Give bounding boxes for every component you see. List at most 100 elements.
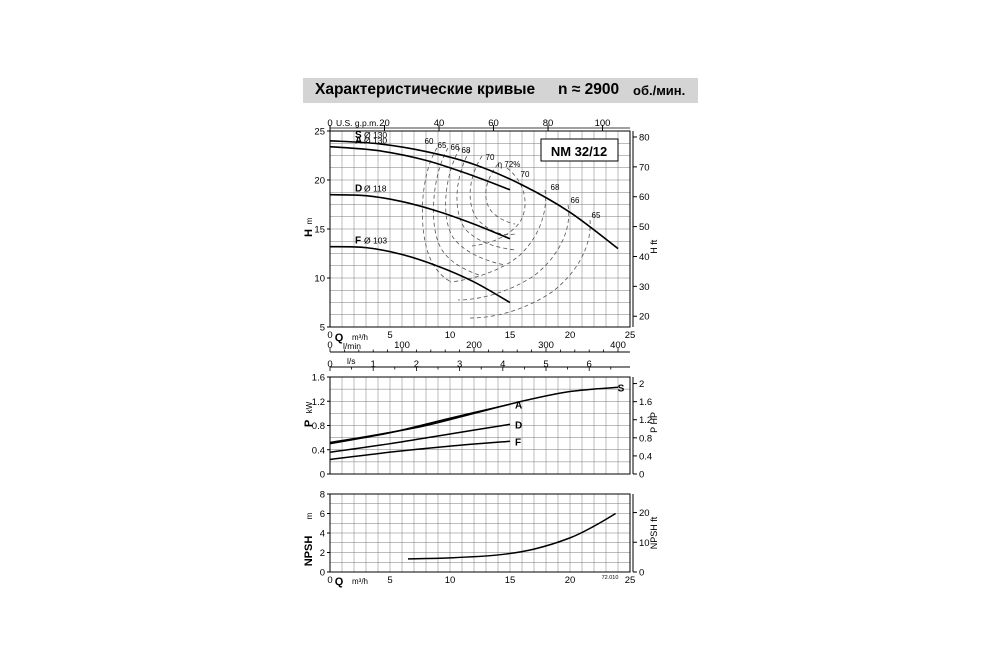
y-right-tick-label: 70: [639, 162, 650, 173]
x-tick-label: 25: [625, 575, 636, 586]
head-curve-diameter: Ø 130: [364, 130, 387, 140]
y-right-tick-label: 60: [639, 192, 650, 203]
y-axis-unit: m: [305, 512, 314, 519]
efficiency-curve: [457, 204, 570, 301]
efficiency-curve: [469, 219, 591, 319]
y-tick-label: 20: [314, 176, 325, 187]
efficiency-curve: [445, 147, 506, 266]
head-curve-label-d: D: [355, 184, 362, 195]
y-right-tick-label: 20: [639, 312, 650, 323]
npsh-curve: [407, 512, 616, 560]
ls-tick-label: 4: [500, 359, 505, 370]
y-tick-label: 5: [320, 323, 325, 334]
y-tick-label: 2: [320, 548, 325, 559]
x-tick-label: 10: [445, 575, 456, 586]
top-axis-label: U.S. g.p.m.: [336, 118, 379, 128]
y-tick-label: 0.4: [312, 445, 325, 456]
power-curve-f: [329, 440, 511, 461]
head-curve-diameter: Ø 130: [364, 136, 387, 146]
power-curve-label-f: F: [515, 437, 521, 448]
y-right-tick-label: 40: [639, 252, 650, 263]
y-right-axis-label: H ft: [649, 239, 659, 254]
head-curve-label-f: F: [355, 236, 361, 247]
x-tick-label: 5: [387, 575, 392, 586]
ls-axis-label: l/s: [347, 356, 356, 366]
y-right-tick-label: 10: [639, 538, 650, 549]
x-tick-label: 0: [327, 575, 332, 586]
top-tick-label: 100: [595, 118, 611, 129]
x-tick-label: 15: [505, 575, 516, 586]
y-tick-label: 8: [320, 490, 325, 501]
doc-code: 72.010: [602, 575, 619, 581]
y-tick-label: 1.6: [312, 373, 325, 384]
x-tick-label: 25: [625, 330, 636, 341]
efficiency-label: 66: [451, 143, 460, 152]
y-right-tick-label: 1.2: [639, 415, 652, 426]
head-curve-f: [329, 245, 511, 304]
efficiency-label: 60: [425, 137, 434, 146]
y-tick-label: 4: [320, 529, 325, 540]
y-right-tick-label: 0.8: [639, 433, 652, 444]
y-axis-label: NPSH: [303, 536, 315, 567]
efficiency-curve: [422, 147, 453, 283]
y-right-tick-label: 2: [639, 379, 644, 390]
x-tick-label: 20: [565, 330, 576, 341]
efficiency-label: 70: [486, 153, 495, 162]
lmin-tick-label: 100: [394, 340, 410, 351]
lmin-tick-label: 0: [327, 340, 332, 351]
top-tick-label: 20: [379, 118, 390, 129]
y-right-tick-label: 20: [639, 508, 650, 519]
power-curve-label-d: D: [515, 420, 522, 431]
efficiency-label: η 72%: [498, 160, 521, 169]
lmin-tick-label: 400: [610, 340, 626, 351]
y-axis-unit: m: [305, 217, 314, 224]
model-box: [540, 138, 619, 162]
y-right-tick-label: 0.4: [639, 451, 652, 462]
y-right-axis-label: NPSH ft: [649, 516, 659, 549]
ls-tick-label: 2: [414, 359, 419, 370]
efficiency-curve: [471, 167, 526, 247]
head-curve-diameter: Ø 103: [364, 236, 387, 246]
head-curve-s: [329, 140, 619, 250]
y-axis-unit: kW: [305, 401, 314, 413]
efficiency-curve: [433, 147, 483, 277]
x-tick-label: 0: [327, 330, 332, 341]
power-curve-a: [329, 403, 511, 445]
speed-unit: об./мин.: [633, 83, 686, 98]
x-tick-label: 15: [505, 330, 516, 341]
x-axis-label-q: Q: [335, 576, 344, 588]
efficiency-label: 68: [551, 183, 560, 192]
model-label: NM 32/12: [551, 144, 607, 159]
head-curve-d: [329, 193, 511, 240]
y-axis-label: P: [303, 420, 315, 427]
top-tick-label: 40: [434, 118, 445, 129]
y-tick-label: 15: [314, 225, 325, 236]
y-tick-label: 0: [320, 568, 325, 579]
ls-tick-label: 0: [327, 359, 332, 370]
top-tick-label: 0: [327, 118, 332, 129]
speed-label: n ≈ 2900: [558, 81, 620, 98]
power-curve-label-s: S: [618, 383, 625, 394]
head-curve-diameter: Ø 118: [364, 184, 387, 194]
efficiency-label: 66: [571, 196, 580, 205]
y-right-axis-label: P HP: [649, 412, 659, 433]
y-right-tick-label: 50: [639, 222, 650, 233]
y-tick-label: 1.2: [312, 397, 325, 408]
x-axis-unit: m³/h: [352, 333, 368, 342]
y-tick-label: 0: [320, 470, 325, 481]
x-axis-label-q: Q: [335, 332, 344, 344]
y-right-tick-label: 0: [639, 470, 644, 481]
x-tick-label: 20: [565, 575, 576, 586]
power-curve-d: [329, 423, 511, 453]
lmin-axis-label: l/min: [343, 341, 361, 351]
top-tick-label: 80: [543, 118, 554, 129]
y-right-tick-label: 30: [639, 282, 650, 293]
head-curve-label-a: A: [355, 136, 362, 147]
chart-title: Характеристические кривые: [315, 81, 536, 98]
head-curve-a: [329, 145, 511, 191]
y-tick-label: 25: [314, 127, 325, 138]
y-axis-label: H: [303, 229, 315, 237]
y-right-tick-label: 80: [639, 132, 650, 143]
x-tick-label: 5: [387, 330, 392, 341]
